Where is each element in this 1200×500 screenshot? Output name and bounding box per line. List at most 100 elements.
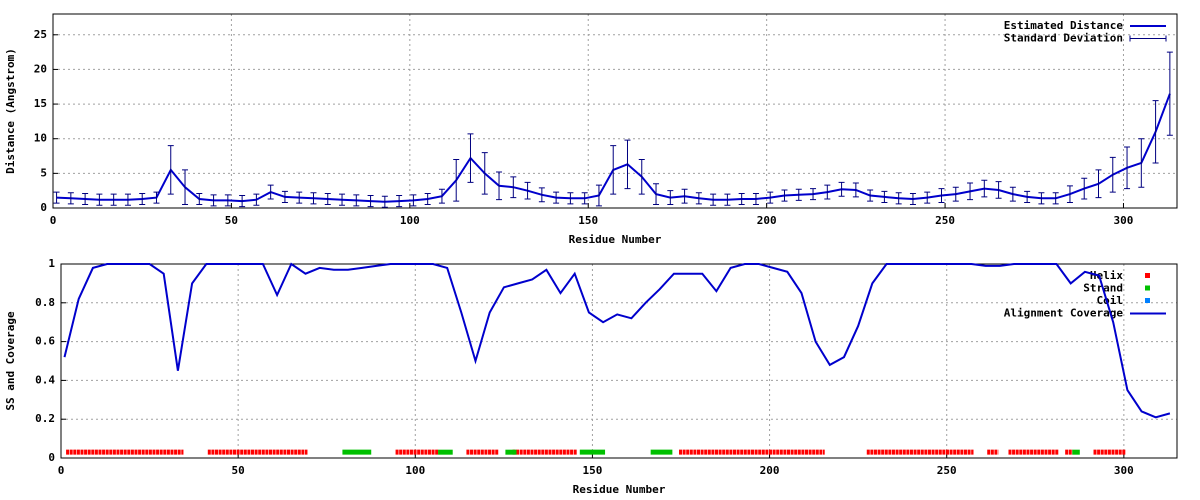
y-tick-label: 0.6 <box>35 335 55 348</box>
error-bar <box>339 193 346 206</box>
error-bar <box>1124 146 1131 190</box>
legend-label: Coil <box>1097 294 1124 307</box>
error-bar <box>1109 156 1116 193</box>
error-bar <box>538 187 545 203</box>
error-bar <box>196 192 203 206</box>
error-bar <box>724 193 731 206</box>
y-tick-label: 0 <box>40 201 47 214</box>
error-bar <box>567 192 574 205</box>
y-tick-label: 0.4 <box>35 373 55 386</box>
error-bar <box>767 191 774 204</box>
legend-label: Alignment Coverage <box>1004 307 1124 320</box>
error-bar <box>1138 138 1145 188</box>
error-bar <box>653 183 660 206</box>
y-tick-label: 25 <box>34 28 47 41</box>
legend-swatch <box>1145 285 1150 291</box>
error-bar <box>824 184 831 200</box>
error-bar <box>453 159 460 202</box>
error-bar <box>581 192 588 205</box>
error-bar <box>781 189 788 202</box>
error-bar <box>496 171 503 201</box>
x-tick-label: 150 <box>582 464 602 477</box>
panel: 0 0.2 0.4 0.6 0.8 1 0 50 100 150 200 250 300 Residue … <box>4 257 1178 496</box>
error-bar <box>239 195 246 208</box>
error-bar <box>924 191 931 204</box>
error-bar <box>667 190 674 206</box>
x-tick-label: 50 <box>225 214 238 227</box>
error-bar <box>1066 185 1073 203</box>
x-tick-label: 200 <box>760 464 780 477</box>
error-bar <box>838 181 845 197</box>
legend-swatch <box>1145 273 1150 278</box>
x-tick-label: 0 <box>50 214 57 227</box>
error-bar <box>624 139 631 190</box>
error-bar <box>324 192 331 206</box>
x-tick-label: 0 <box>58 464 65 477</box>
error-bar <box>695 192 702 205</box>
y-tick-label: 15 <box>34 97 47 110</box>
legend-swatch <box>1145 298 1150 303</box>
y-axis-label: Distance (Angstrom) <box>4 48 17 174</box>
x-axis-label: Residue Number <box>569 233 662 246</box>
error-bar <box>895 192 902 205</box>
error-bar <box>139 192 146 206</box>
error-bar <box>481 152 488 195</box>
error-bar <box>1152 100 1159 164</box>
error-bar <box>367 195 374 208</box>
error-bar <box>595 184 602 207</box>
error-bar <box>424 192 431 206</box>
error-bar <box>253 193 260 206</box>
x-tick-label: 300 <box>1114 214 1134 227</box>
error-bar <box>96 193 103 206</box>
error-bar <box>710 193 717 206</box>
x-axis-label: Residue Number <box>573 483 666 496</box>
error-bar <box>182 169 189 206</box>
error-bar <box>267 184 274 200</box>
error-bar <box>381 195 388 208</box>
error-bar <box>881 190 888 203</box>
y-tick-label: 20 <box>34 62 47 75</box>
x-tick-label: 250 <box>937 464 957 477</box>
error-bar <box>82 192 89 206</box>
x-tick-label: 250 <box>935 214 955 227</box>
error-bar <box>410 194 417 207</box>
error-bar <box>510 176 517 199</box>
error-bar <box>638 159 645 195</box>
error-bar <box>852 182 859 198</box>
y-tick-label: 0.2 <box>35 412 55 425</box>
legend-label: Estimated Distance <box>1004 19 1124 32</box>
error-bar <box>795 188 802 201</box>
error-bar <box>938 188 945 203</box>
y-axis-label: SS and Coverage <box>4 311 17 411</box>
error-bar <box>909 192 916 206</box>
error-bar <box>553 191 560 204</box>
error-bar <box>981 179 988 198</box>
error-bar <box>524 181 531 200</box>
error-bar <box>153 191 160 204</box>
error-bar <box>124 193 131 206</box>
error-bar <box>752 192 759 206</box>
error-bar <box>738 192 745 206</box>
legend-label: Standard Deviation <box>1004 32 1123 45</box>
data-line <box>63 262 1171 419</box>
x-tick-label: 100 <box>400 214 420 227</box>
error-bar <box>952 186 959 202</box>
error-bar <box>353 194 360 207</box>
y-tick-label: 0.8 <box>35 296 55 309</box>
legend-swatch <box>1129 35 1167 42</box>
x-tick-label: 50 <box>232 464 245 477</box>
error-bar <box>67 192 74 205</box>
error-bar <box>995 181 1002 199</box>
error-bar <box>1024 190 1031 203</box>
error-bar <box>810 188 817 201</box>
error-bar <box>967 182 974 201</box>
error-bar <box>210 194 217 207</box>
error-bar <box>610 145 617 195</box>
x-tick-label: 200 <box>757 214 777 227</box>
error-bar <box>224 194 231 207</box>
y-tick-label: 1 <box>48 257 55 270</box>
error-bar <box>110 193 117 206</box>
x-tick-label: 100 <box>405 464 425 477</box>
